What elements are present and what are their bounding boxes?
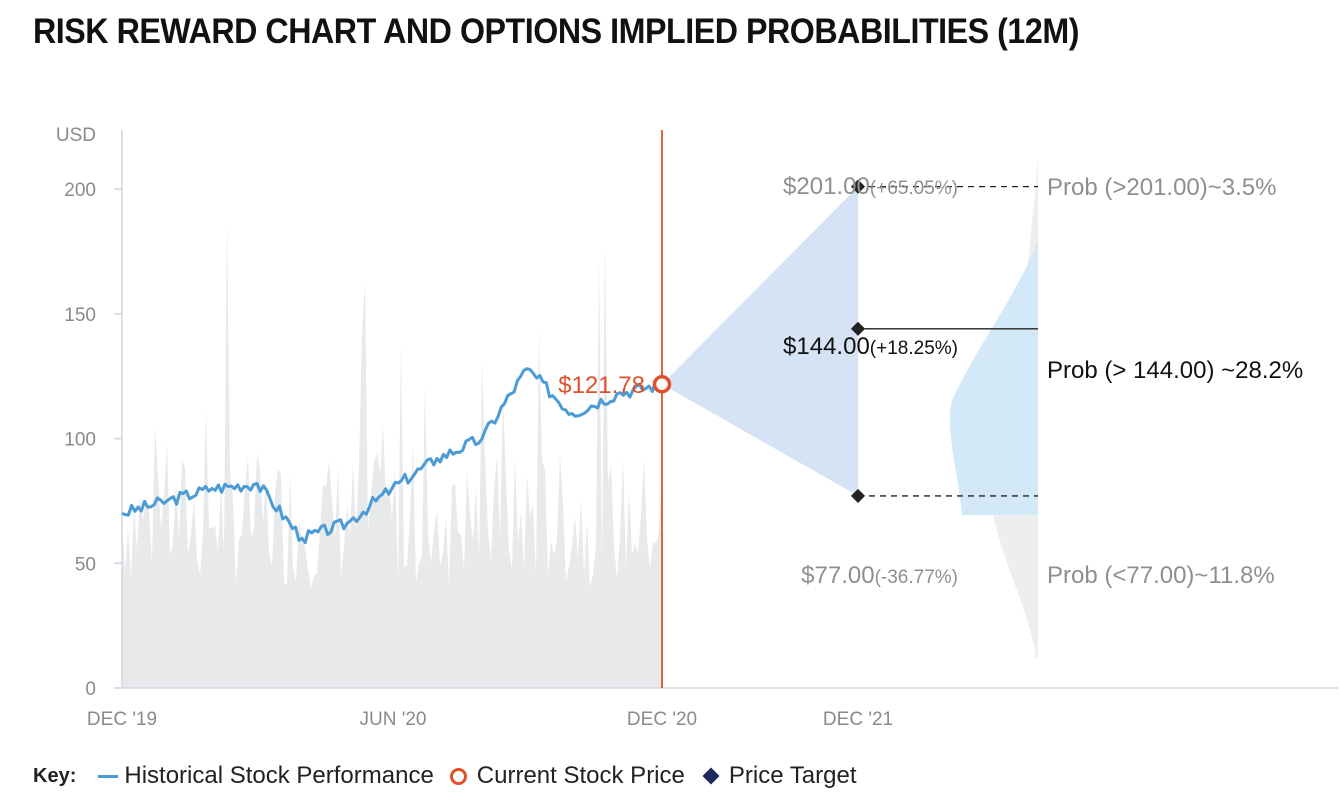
legend-history-label: Historical Stock Performance	[124, 762, 434, 789]
current-price-marker	[652, 374, 672, 394]
price-target-label-mid: $144.00(+18.25%)	[783, 333, 958, 360]
price-target-label-low: $77.00(-36.77%)	[801, 562, 958, 589]
price-target-value-mid: $144.00	[783, 333, 870, 360]
volume-backdrop	[122, 216, 662, 688]
x-tick-label: DEC '19	[87, 709, 157, 730]
diamond-swatch-icon	[702, 767, 720, 785]
price-target-value-low: $77.00	[801, 562, 874, 589]
price-target-cone	[662, 186, 858, 496]
y-tick-label: 150	[64, 305, 96, 326]
x-ticks: DEC '19 JUN '20 DEC '20 DEC '21	[87, 709, 893, 730]
legend-current-label: Current Stock Price	[476, 762, 685, 789]
y-tick-label: 50	[75, 554, 96, 575]
legend: Key: Historical Stock Performance Curren…	[33, 758, 873, 794]
price-target-label-high: $201.00(+65.05%)	[783, 173, 958, 200]
y-tick-label: 100	[64, 430, 96, 451]
legend-key-label: Key:	[33, 764, 77, 787]
probability-label-low: Prob (<77.00)~11.8%	[1047, 562, 1275, 589]
legend-item-current: Current Stock Price	[449, 762, 685, 790]
probability-label-high: Prob (>201.00)~3.5%	[1047, 174, 1277, 201]
x-tick-label: JUN '20	[360, 709, 427, 730]
probability-distribution-core	[949, 240, 1038, 515]
price-target-marker-mid	[850, 321, 866, 336]
probability-label-mid: Prob (> 144.00) ~28.2%	[1047, 357, 1303, 384]
price-target-change-mid: (+18.25%)	[870, 338, 958, 359]
x-tick-label: DEC '21	[823, 709, 893, 730]
y-tick-label: 0	[85, 679, 96, 700]
legend-item-target: Price Target	[701, 762, 857, 790]
y-ticks: 0 50 100 150 200	[64, 180, 122, 700]
current-price-label: $121.78	[558, 372, 645, 399]
historical-price-line	[121, 367, 663, 545]
price-target-marker-high	[850, 179, 866, 194]
y-tick-label: 200	[64, 180, 96, 201]
x-tick-label: DEC '20	[627, 709, 697, 730]
line-swatch-icon	[98, 774, 119, 778]
page-title: RISK REWARD CHART AND OPTIONS IMPLIED PR…	[33, 12, 1079, 51]
price-target-change-high: (+65.05%)	[870, 178, 958, 199]
price-targets: $201.00(+65.05%) Prob (>201.00)~3.5% $144.…	[783, 173, 1303, 589]
price-target-marker-low	[850, 488, 866, 504]
legend-item-history: Historical Stock Performance	[98, 762, 434, 790]
price-target-value-high: $201.00	[783, 173, 870, 200]
y-axis-label: USD	[56, 125, 96, 146]
circle-swatch-icon	[449, 767, 467, 785]
legend-target-label: Price Target	[728, 762, 857, 789]
price-target-change-low: (-36.77%)	[875, 567, 958, 588]
